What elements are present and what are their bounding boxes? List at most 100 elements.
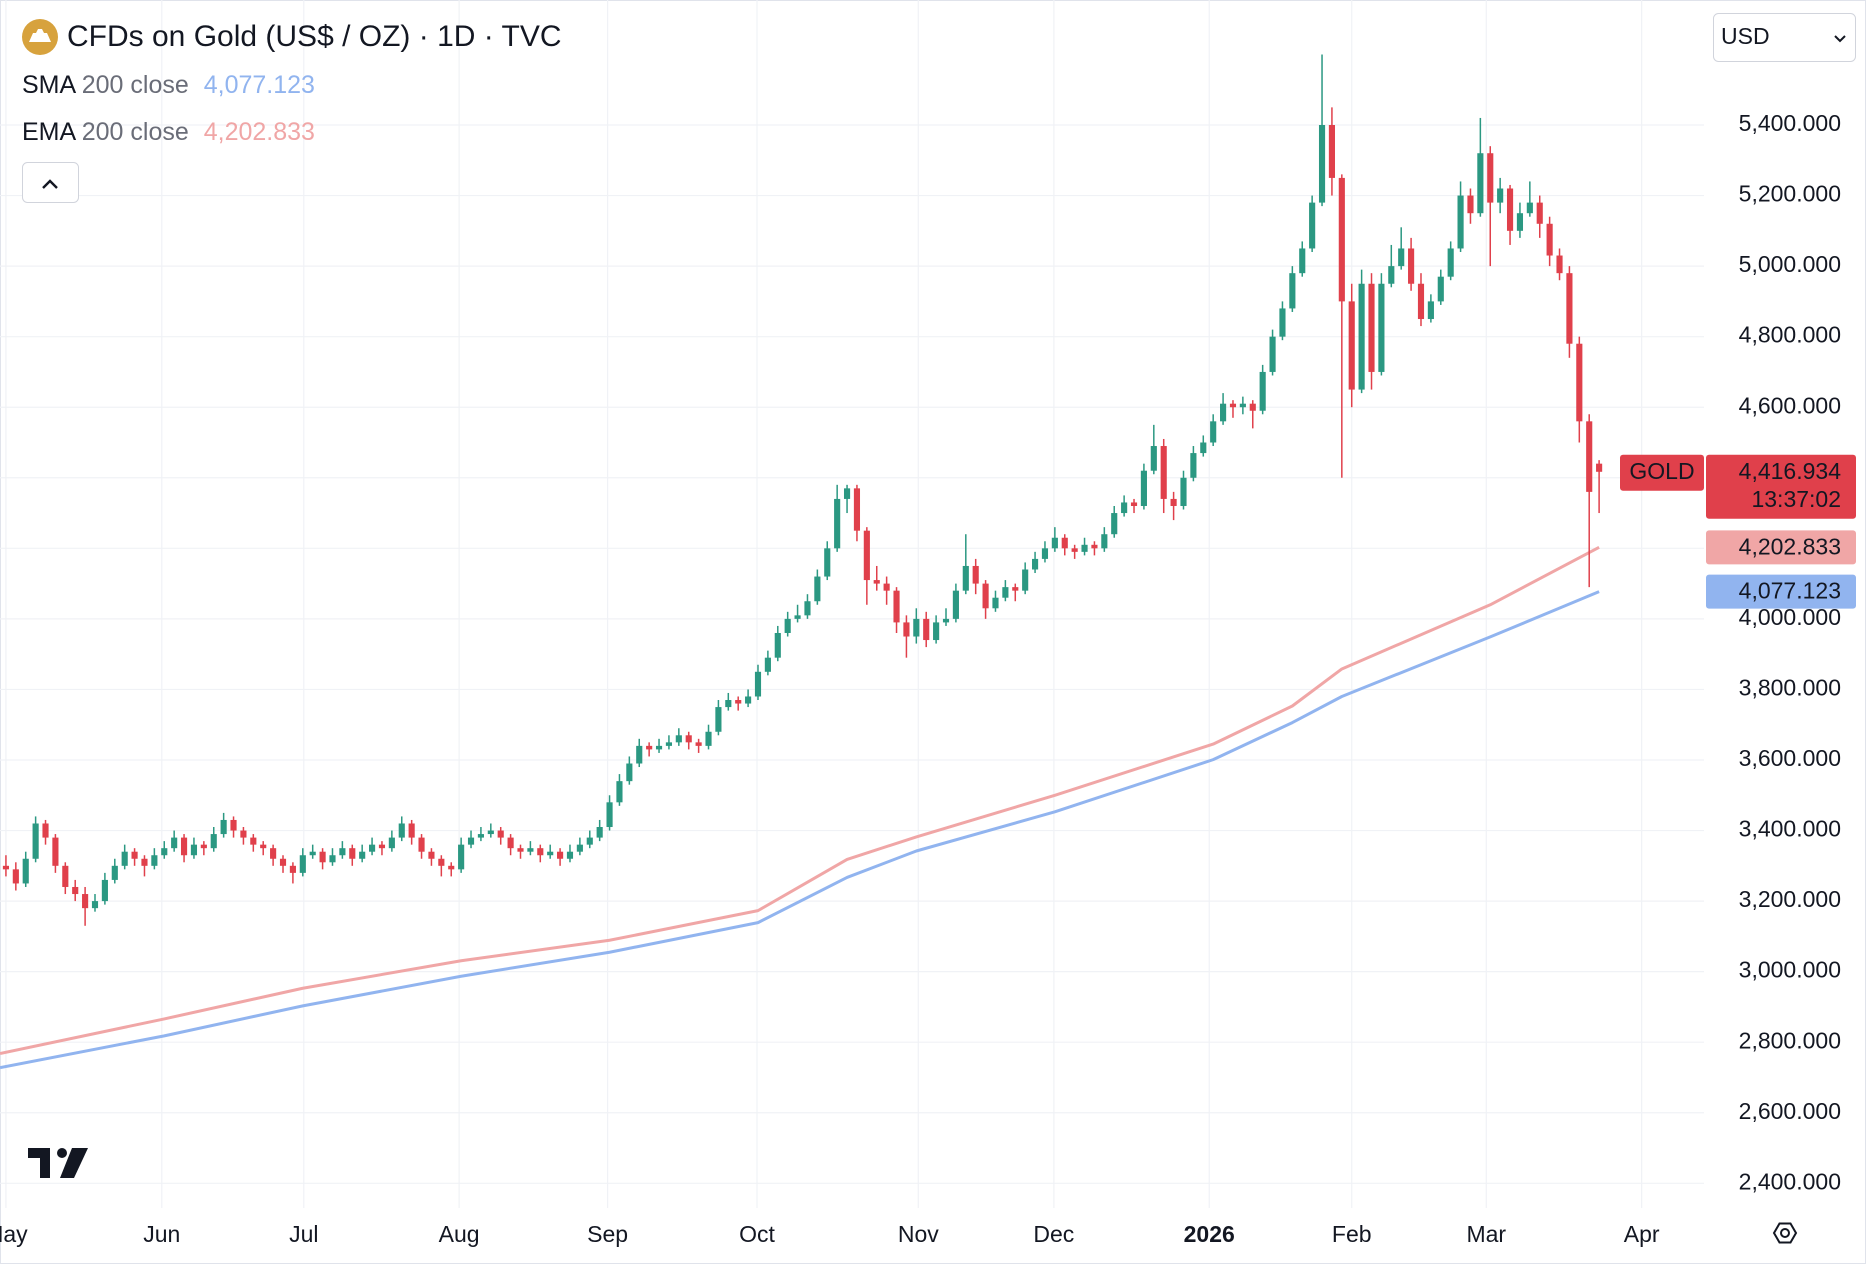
candle-body xyxy=(319,851,326,863)
candle-body xyxy=(1536,202,1543,224)
candle-body xyxy=(1259,371,1266,411)
candle-body xyxy=(705,731,712,746)
candle-body xyxy=(784,618,791,633)
candle-body xyxy=(1398,248,1405,267)
candle-body xyxy=(992,597,999,609)
candle-body xyxy=(1022,569,1029,591)
candle-body xyxy=(834,498,841,549)
y-tick-label: 5,000.000 xyxy=(1739,251,1841,277)
candle-body xyxy=(1002,587,1009,598)
candle-body xyxy=(131,851,138,859)
candle-body xyxy=(745,696,752,704)
y-tick-label: 3,400.000 xyxy=(1739,816,1841,842)
ema-value: 4,202.833 xyxy=(204,118,315,146)
candle-body xyxy=(952,590,959,619)
x-tick-label: Aug xyxy=(439,1221,480,1247)
candle-body xyxy=(576,844,583,852)
candle-body xyxy=(1111,513,1118,535)
plot-area xyxy=(0,54,1603,1070)
candle-body xyxy=(349,848,356,859)
candle-body xyxy=(279,858,287,866)
x-tick-label: 2026 xyxy=(1184,1221,1235,1247)
candle-body xyxy=(982,583,989,609)
candle-body xyxy=(1289,273,1296,309)
candle-body xyxy=(2,865,10,870)
candle-body xyxy=(438,858,445,866)
candle-body xyxy=(1210,421,1217,443)
candle-body xyxy=(289,865,296,873)
candle-body xyxy=(111,865,118,880)
collapse-button[interactable] xyxy=(22,162,79,203)
candle-body xyxy=(398,823,405,838)
candle-body xyxy=(250,837,257,845)
candle-body xyxy=(1239,403,1246,408)
candle-body xyxy=(12,869,19,884)
candle-body xyxy=(893,590,900,623)
axes: 2,400.000 2,600.000 2,800.000 3,000.000 3,20… xyxy=(0,110,1841,1247)
candle-body xyxy=(369,844,376,852)
x-tick-label: Jul xyxy=(289,1221,318,1247)
logo-part xyxy=(60,1148,88,1178)
y-tick-label: 3,600.000 xyxy=(1739,745,1841,771)
candle-body xyxy=(1368,283,1375,372)
candle-body xyxy=(1150,446,1157,471)
candle-body xyxy=(458,844,465,870)
settings-hexagon[interactable] xyxy=(1772,1222,1798,1244)
candle-body xyxy=(735,700,742,704)
candle-body xyxy=(408,823,415,838)
chart-title: CFDs on Gold (US$ / OZ) · 1D · TVC xyxy=(67,20,562,53)
collapse-chevron xyxy=(42,179,58,189)
currency-box[interactable] xyxy=(1713,13,1856,62)
y-tick-label: 3,000.000 xyxy=(1739,957,1841,983)
candle-body xyxy=(42,823,49,838)
candle-body xyxy=(378,844,386,849)
candle-body xyxy=(1051,537,1058,549)
candle-body xyxy=(270,848,277,859)
x-tick-label: Dec xyxy=(1033,1221,1074,1247)
candle-body xyxy=(586,837,593,845)
candle-body xyxy=(52,837,59,866)
candle-body xyxy=(655,745,663,750)
candle-body xyxy=(596,827,603,838)
candle-body xyxy=(1249,403,1256,411)
candle-body xyxy=(646,745,653,750)
x-tick-label: Oct xyxy=(739,1221,775,1247)
y-tick-label: 3,200.000 xyxy=(1739,886,1841,912)
axis-settings[interactable] xyxy=(1772,1222,1798,1244)
candle-body xyxy=(240,830,247,838)
candle-body xyxy=(1101,534,1108,549)
candle-body xyxy=(517,848,524,852)
candle-body xyxy=(843,488,851,499)
candle-body xyxy=(725,700,732,708)
candle-body xyxy=(1546,223,1553,256)
currency-dropdown[interactable]: USD xyxy=(1713,13,1856,62)
candle-body xyxy=(180,837,188,856)
candle-body xyxy=(1596,463,1603,472)
candle-body xyxy=(1457,195,1464,249)
candle-body xyxy=(418,837,425,852)
candle-body xyxy=(1408,248,1415,284)
candle-body xyxy=(62,865,69,887)
candle-body xyxy=(220,819,227,835)
candle-body xyxy=(873,580,880,584)
candle-body xyxy=(477,834,484,838)
candle-body xyxy=(606,802,613,828)
sma-value: 4,077.123 xyxy=(204,71,315,99)
candle-body xyxy=(1041,548,1049,559)
candle-body xyxy=(853,488,861,531)
candle-body xyxy=(82,894,89,909)
sma-name: SMA xyxy=(22,71,77,99)
candle-body xyxy=(1130,502,1138,506)
y-tick-label: 5,200.000 xyxy=(1739,181,1841,207)
candle-body xyxy=(1200,442,1207,454)
candle-body xyxy=(1061,537,1068,549)
indicator-price-label: 4,077.123 xyxy=(1739,578,1841,604)
candle-body xyxy=(1417,283,1425,320)
candle-body xyxy=(1497,188,1504,203)
tradingview-logo xyxy=(28,1148,88,1178)
candle-body xyxy=(1318,125,1326,203)
